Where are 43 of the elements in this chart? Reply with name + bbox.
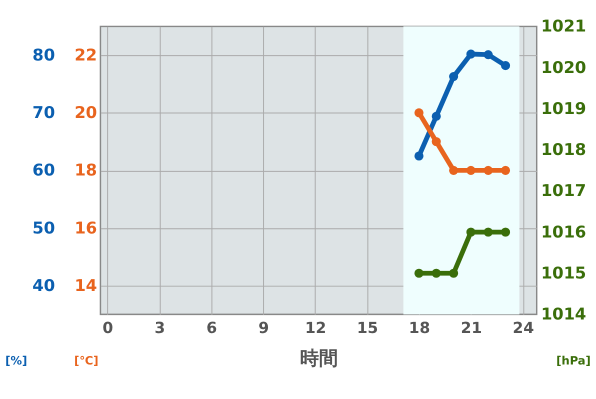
x-tick-label: 15 bbox=[356, 319, 378, 338]
y3-tick-label: 1021 bbox=[540, 16, 586, 36]
point bbox=[500, 166, 510, 175]
y3-tick-label: 1019 bbox=[540, 98, 586, 118]
y2-tick-label: 18 bbox=[74, 160, 98, 180]
y3-tick-label: 1020 bbox=[540, 58, 586, 77]
y-tick-label: 60 bbox=[32, 160, 56, 180]
y2-tick-label: 22 bbox=[74, 45, 98, 64]
point bbox=[466, 50, 476, 59]
point bbox=[414, 151, 424, 161]
x-axis-title: 時間 bbox=[300, 346, 338, 370]
point bbox=[432, 112, 441, 121]
x-tick-label: 12 bbox=[304, 319, 326, 338]
x-tick-label: 3 bbox=[154, 319, 166, 338]
y3-tick-label: 1018 bbox=[540, 140, 586, 160]
point bbox=[414, 108, 424, 118]
y2-tick-label: 20 bbox=[74, 103, 98, 122]
point bbox=[449, 72, 458, 82]
y-tick-label: 80 bbox=[32, 45, 56, 64]
point bbox=[466, 166, 476, 175]
y-tick-label: 50 bbox=[32, 218, 56, 238]
y2-axis-title: [℃] bbox=[74, 354, 99, 368]
point bbox=[500, 61, 510, 70]
x-tick-label: 0 bbox=[102, 319, 114, 338]
point bbox=[432, 137, 441, 146]
y-tick-label: 70 bbox=[32, 103, 56, 122]
point bbox=[484, 50, 493, 60]
x-tick-label: 9 bbox=[258, 319, 269, 338]
y-tick-label: 40 bbox=[32, 276, 56, 295]
x-tick-label: 18 bbox=[408, 319, 430, 338]
point bbox=[449, 166, 458, 175]
y3-tick-label: 1014 bbox=[540, 304, 586, 324]
y2-tick-label: 16 bbox=[74, 218, 98, 238]
y3-axis-title: [hPa] bbox=[556, 354, 591, 368]
y3-tick-label: 1017 bbox=[540, 181, 586, 200]
point bbox=[484, 166, 493, 175]
y2-tick-label: 14 bbox=[74, 276, 98, 295]
y3-tick-label: 1015 bbox=[540, 264, 586, 283]
y3-tick-label: 1016 bbox=[540, 222, 586, 242]
x-tick-label: 6 bbox=[206, 319, 218, 338]
y-axis-title: [%] bbox=[5, 354, 28, 368]
x-tick-label: 21 bbox=[460, 319, 482, 338]
x-tick-label: 24 bbox=[512, 319, 534, 338]
